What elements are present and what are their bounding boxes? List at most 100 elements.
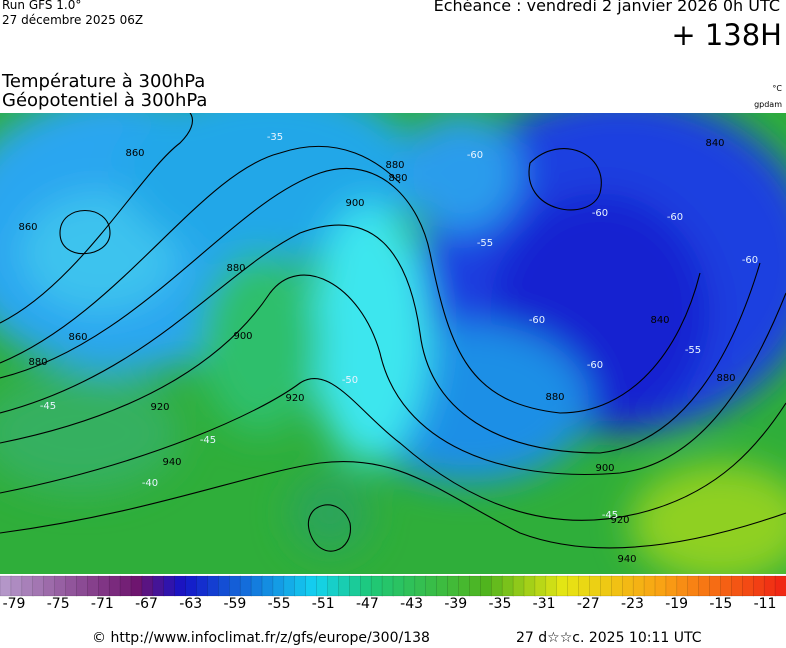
colorbar-swatch — [676, 575, 689, 597]
colorbar-swatch — [611, 575, 623, 597]
colorbar-swatch — [425, 575, 438, 597]
colorbar-swatch — [556, 575, 569, 597]
colorbar-swatch — [261, 575, 274, 597]
temp-label: -60 — [592, 208, 608, 219]
colorbar-label: -55 — [268, 596, 291, 608]
colorbar-swatch — [239, 575, 252, 597]
contour-label: 900 — [345, 198, 364, 209]
colorbar-label: -79 — [3, 596, 26, 608]
colorbar-swatch — [392, 575, 405, 597]
colorbar-label: -75 — [47, 596, 70, 608]
colorbar-swatch — [665, 575, 678, 597]
temp-label: -45 — [40, 401, 56, 412]
colorbar-swatch — [469, 575, 482, 597]
colorbar-swatch — [414, 575, 427, 597]
temp-label: -55 — [477, 238, 493, 249]
valid-time: Echéance : vendredi 2 janvier 2026 0h UT… — [433, 0, 780, 15]
colorbar-swatch — [654, 575, 667, 597]
colorbar-swatch — [643, 575, 656, 597]
colorbar-swatch — [567, 575, 580, 597]
colorbar-swatch — [108, 575, 121, 597]
lead-time: + 138H — [671, 18, 782, 52]
contour-label: 860 — [125, 148, 144, 159]
colorbar-swatch — [10, 575, 23, 597]
colorbar-swatch — [119, 575, 132, 597]
colorbar-swatch — [316, 575, 329, 597]
colorbar-swatch — [589, 575, 602, 597]
title-line: Géopotentiel à 300hPa — [2, 90, 208, 111]
source-link: © http://www.infoclimat.fr/z/gfs/europe/… — [92, 630, 430, 646]
colorbar-swatch — [152, 575, 165, 597]
colorbar-swatch — [578, 575, 591, 597]
colorbar-label: -43 — [400, 596, 423, 608]
colorbar-swatch — [491, 575, 503, 597]
colorbar-swatch — [163, 575, 176, 597]
unit-temp: °C — [772, 84, 782, 93]
colorbar-label: -39 — [444, 596, 467, 608]
colorbar-swatch — [742, 575, 754, 597]
colorbar-swatch — [196, 575, 209, 597]
colorbar-swatch — [632, 575, 645, 597]
colorbar-swatch — [283, 575, 296, 597]
temp-label: -60 — [742, 255, 758, 266]
colorbar-swatch — [381, 575, 394, 597]
colorbar-swatch — [436, 575, 449, 597]
colorbar-swatch — [305, 575, 318, 597]
title-line: Température à 300hPa — [2, 71, 206, 92]
run-date: 27 décembre 2025 06Z — [2, 13, 144, 27]
colorbar-swatch — [360, 575, 372, 597]
temp-label: -60 — [587, 360, 603, 371]
colorbar-swatch — [753, 575, 765, 597]
colorbar-label: -27 — [577, 596, 600, 608]
colorbar-label: -67 — [135, 596, 158, 608]
colorbar-label: -11 — [754, 596, 777, 608]
colorbar-label: -31 — [533, 596, 556, 608]
colorbar-swatch — [687, 575, 700, 597]
colorbar-swatch — [65, 575, 78, 597]
colorbar-swatch — [250, 575, 263, 597]
colorbar-swatch — [218, 575, 230, 597]
colorbar-swatch — [130, 575, 143, 597]
contour-label: 880 — [226, 263, 245, 274]
contour-label: 860 — [18, 222, 37, 233]
contour-label: 900 — [595, 463, 614, 474]
temp-label: -60 — [529, 315, 545, 326]
colorbar-swatch — [774, 575, 786, 597]
colorbar-label: -63 — [179, 596, 202, 608]
colorbar-swatch — [185, 575, 198, 597]
colorbar-swatch — [709, 575, 722, 597]
colorbar-swatch — [76, 575, 89, 597]
colorbar-swatch — [54, 575, 67, 597]
contour-label: 840 — [650, 315, 669, 326]
timestamp: 27 d☆☆c. 2025 10:11 UTC — [516, 630, 702, 646]
colorbar-swatch — [87, 575, 100, 597]
colorbar-swatch — [600, 575, 613, 597]
colorbar-swatch — [622, 575, 634, 597]
map: 860 860 860 880 880 900 880 900 920 920 940 880 840 8… — [0, 113, 786, 574]
contour-label: 880 — [545, 392, 564, 403]
colorbar-swatch — [698, 575, 711, 597]
colorbar-swatch — [207, 575, 220, 597]
colorbar-label: -15 — [709, 596, 732, 608]
colorbar-swatch — [327, 575, 340, 597]
temp-label: -60 — [667, 212, 683, 223]
colorbar-swatch — [349, 575, 362, 597]
run-label: Run GFS 1.0° — [2, 0, 82, 12]
contour-label: 940 — [617, 554, 636, 565]
contour-label: 900 — [233, 331, 252, 342]
contour-label: 880 — [385, 160, 404, 171]
colorbar-label: -51 — [312, 596, 335, 608]
colorbar-swatch — [545, 575, 558, 597]
colorbar-swatch — [294, 575, 307, 597]
colorbar-swatch — [98, 575, 110, 597]
contour-label: 860 — [68, 332, 87, 343]
colorbar-swatch — [763, 575, 776, 597]
colorbar-swatch — [229, 575, 241, 597]
colorbar-swatch — [141, 575, 154, 597]
contour-label: 920 — [150, 402, 169, 413]
temp-label: -45 — [602, 510, 618, 521]
colorbar-swatch — [370, 575, 383, 597]
colorbar-label: -23 — [621, 596, 644, 608]
contour-label: 880 — [28, 357, 47, 368]
